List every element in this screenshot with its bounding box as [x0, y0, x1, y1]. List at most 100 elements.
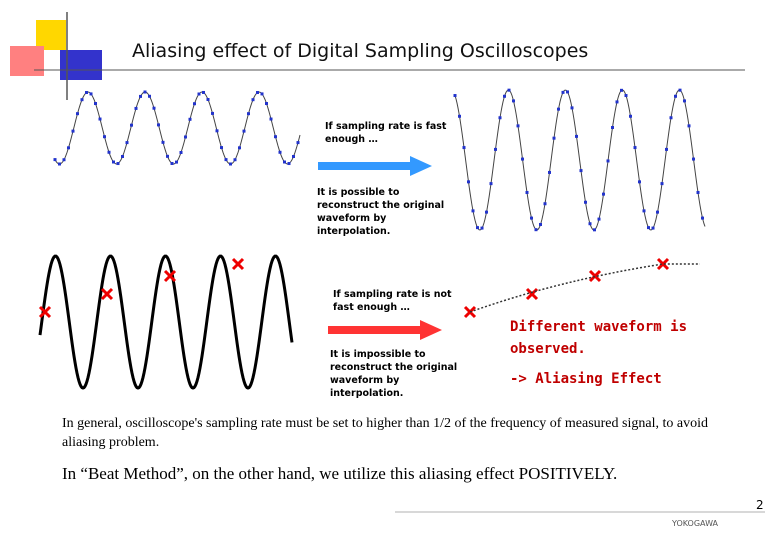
- sample-dot: [116, 162, 120, 166]
- fast-condition: If sampling rate is fast enough …: [325, 121, 447, 145]
- sample-dot: [678, 88, 682, 92]
- sample-dot: [238, 146, 241, 150]
- sample-dot: [94, 102, 97, 106]
- sample-dot: [139, 94, 142, 98]
- sample-cross: [656, 257, 670, 271]
- sample-dot: [665, 147, 668, 151]
- sample-dot: [283, 160, 286, 164]
- sample-dot: [570, 106, 574, 110]
- sample-dot: [107, 150, 111, 154]
- sample-dot: [265, 102, 268, 106]
- sample-cross: [38, 305, 52, 319]
- sample-dot: [620, 88, 623, 92]
- sample-dot: [76, 112, 79, 116]
- sample-dot: [476, 226, 479, 230]
- sample-dot: [152, 106, 156, 110]
- sample-dot: [525, 190, 529, 194]
- sample-dot: [143, 90, 147, 94]
- arrow-slow: [328, 320, 442, 340]
- sample-dot: [503, 94, 506, 98]
- waveform: [38, 254, 294, 390]
- sample-dot: [202, 90, 205, 94]
- sample-cross: [100, 287, 114, 301]
- arrow-fast: [318, 156, 432, 176]
- slow-result: It is impossible to reconstruct the orig…: [330, 349, 458, 399]
- sample-dot: [701, 216, 704, 220]
- aliasing-effect: -> Aliasing Effect: [510, 371, 662, 387]
- sample-dot: [247, 112, 250, 116]
- sample-dot: [287, 162, 291, 166]
- sample-dot: [112, 160, 115, 164]
- sample-dot: [516, 124, 520, 128]
- waveform: [54, 91, 301, 165]
- sample-dot: [62, 158, 66, 162]
- sample-dot: [539, 222, 542, 226]
- sample-dot: [588, 222, 592, 226]
- sample-dot: [521, 157, 524, 161]
- sample-dot: [593, 228, 596, 232]
- sample-dot: [633, 146, 637, 150]
- sample-dot: [494, 147, 497, 151]
- sample-dot: [188, 117, 192, 121]
- sample-dot: [485, 210, 488, 214]
- sample-dot: [683, 99, 686, 103]
- sample-dot: [615, 100, 619, 104]
- sample-dot: [166, 154, 169, 158]
- waveform: [454, 89, 706, 231]
- sample-dot: [467, 180, 470, 184]
- sample-dot: [543, 202, 547, 206]
- sample-dot: [58, 162, 61, 166]
- deco-red: [10, 46, 44, 76]
- sample-dot: [134, 106, 138, 110]
- sample-dot: [629, 114, 632, 118]
- sample-dot: [548, 170, 551, 174]
- sample-dot: [53, 158, 57, 162]
- sample-dot: [651, 226, 655, 230]
- sample-cross: [588, 269, 602, 283]
- sample-dot: [575, 134, 578, 138]
- page-number: 2: [756, 498, 764, 512]
- sample-dot: [561, 90, 565, 94]
- sample-dot: [512, 99, 515, 103]
- paragraph: In general, oscilloscope's sampling rate…: [62, 416, 708, 450]
- sample-dot: [193, 102, 196, 106]
- sample-dot: [157, 123, 160, 127]
- sample-dot: [674, 94, 677, 98]
- sample-dot: [170, 161, 174, 165]
- sample-dot: [98, 117, 102, 121]
- sample-dot: [80, 98, 84, 102]
- sample-dot: [211, 111, 214, 115]
- sample-dot: [498, 116, 502, 120]
- sample-dot: [148, 94, 151, 98]
- sample-dot: [89, 92, 93, 96]
- sample-dot: [453, 94, 457, 98]
- sample-dot: [624, 94, 628, 98]
- sample-dot: [224, 158, 228, 162]
- sample-dot: [260, 92, 264, 96]
- sample-dot: [130, 123, 133, 127]
- title: Aliasing effect of Digital Sampling Osci…: [132, 40, 589, 62]
- paragraph: In “Beat Method”, on the other hand, we …: [62, 464, 618, 483]
- sample-dot: [606, 159, 610, 163]
- sample-dot: [462, 146, 466, 150]
- sample-dot: [687, 124, 691, 128]
- sample-dot: [269, 117, 273, 121]
- sample-dot: [660, 182, 664, 186]
- sample-dot: [197, 92, 201, 96]
- sample-dot: [215, 129, 219, 133]
- sample-dot: [638, 180, 641, 184]
- sample-dot: [584, 200, 587, 204]
- sample-dot: [557, 107, 560, 111]
- sample-dot: [611, 126, 614, 130]
- sample-dot: [292, 154, 295, 158]
- sample-dot: [71, 129, 75, 133]
- sample-dot: [602, 192, 605, 196]
- slow-condition: If sampling rate is not fast enough …: [333, 289, 452, 313]
- sample-dot: [184, 135, 187, 139]
- sample-dot: [85, 91, 88, 95]
- sample-dot: [278, 150, 282, 154]
- sample-dot: [206, 98, 210, 102]
- sample-dot: [642, 209, 646, 213]
- sample-dot: [566, 90, 569, 94]
